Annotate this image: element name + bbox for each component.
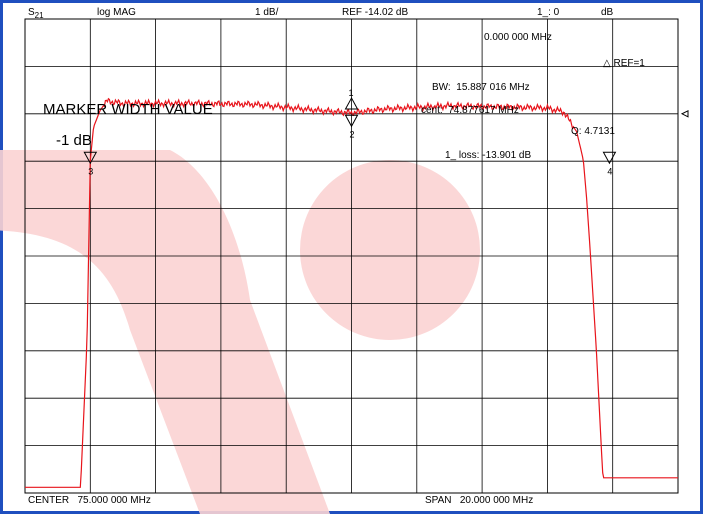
reference-level-arrow [680, 109, 689, 118]
marker-layer: 1 2 3 4 [83, 88, 617, 176]
marker-3-icon [83, 151, 98, 165]
parameter-label: S21 [28, 7, 44, 20]
plot-border [24, 18, 679, 494]
frequency-span: SPAN 20.000 000 MHz [425, 495, 534, 506]
center-readout: cent: 74.877617 MHz [421, 105, 519, 116]
reference-label: REF -14.02 dB [342, 7, 409, 18]
center-frequency: CENTER 75.000 000 MHz [28, 495, 151, 506]
marker-2-label: 2 [350, 129, 355, 139]
reference-marker: △ REF=1 [603, 58, 645, 69]
marker-4-icon [602, 151, 617, 165]
s21-trace [25, 97, 678, 488]
marker-2-icon [344, 114, 359, 128]
marker-frequency: 0.000 000 MHz [484, 32, 552, 43]
scale-label: 1 dB/ [255, 7, 279, 18]
watermark-logo [0, 150, 480, 514]
format-label: log MAG [97, 7, 136, 18]
marker-3-label: 3 [88, 166, 93, 176]
q-readout: Q: 4.7131 [571, 126, 615, 137]
bandwidth-readout: BW: 15.887 016 MHz [432, 82, 530, 93]
marker-4-label: 4 [607, 166, 612, 176]
marker-width-value: -1 dB [56, 132, 92, 149]
marker-unit: dB [601, 7, 614, 18]
graticule [25, 19, 678, 493]
marker-1-label: 1 [349, 88, 354, 98]
marker-width-title: MARKER WIDTH VALUE [43, 101, 213, 118]
loss-readout: 1_ loss: -13.901 dB [445, 150, 532, 161]
marker-readout: 1_: 0 [537, 7, 560, 18]
marker-1-icon [344, 97, 359, 110]
